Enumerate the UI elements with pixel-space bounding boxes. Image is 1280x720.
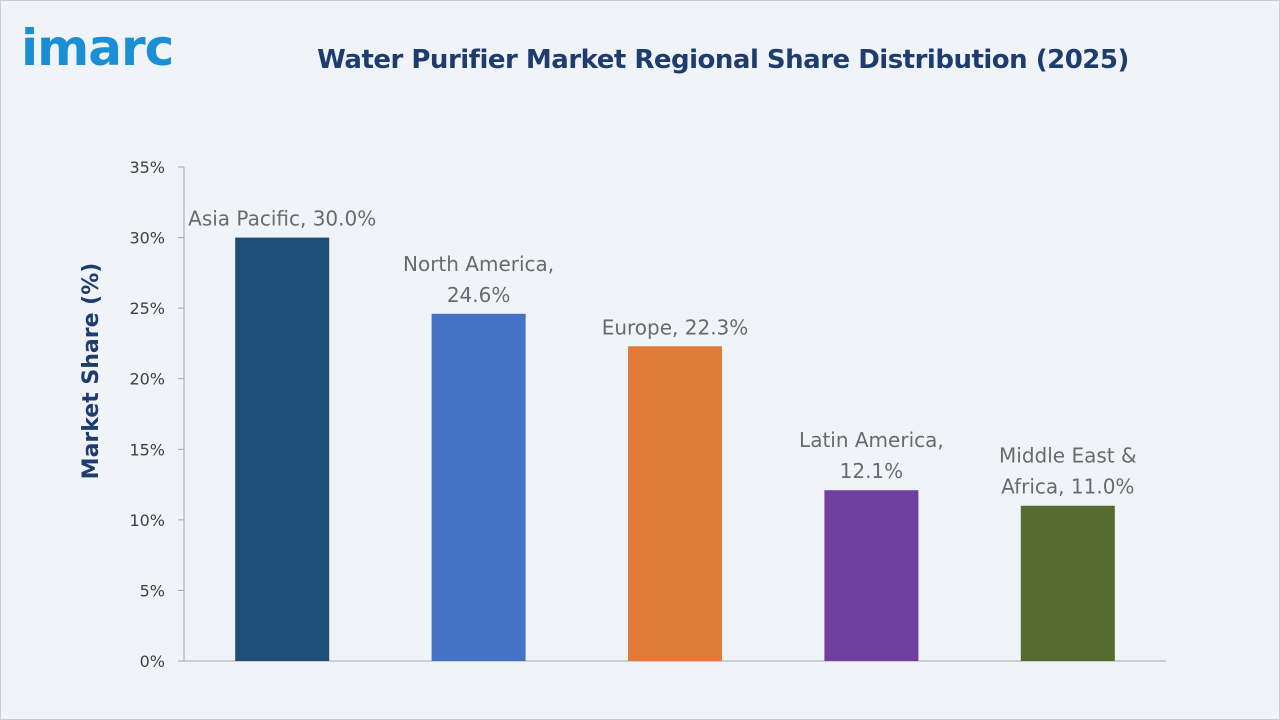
- y-axis: 0% 5% 10% 15% 20% 25% 30% 35%: [129, 158, 1166, 671]
- bar-data-label: Europe, 22.3%: [602, 315, 749, 339]
- bar: [431, 313, 526, 661]
- bar-data-label: Latin America,: [799, 428, 944, 452]
- y-tick-label: 30%: [129, 229, 165, 248]
- y-tick-label: 5%: [140, 581, 165, 600]
- y-tick-label: 15%: [129, 440, 165, 459]
- bar: [1020, 505, 1115, 661]
- bar-data-label: 24.6%: [447, 283, 511, 307]
- bar-data-label: Middle East &: [999, 444, 1137, 468]
- bar: [235, 237, 330, 662]
- bar-data-label: North America,: [403, 252, 554, 276]
- imarc-logo: imarc: [21, 19, 174, 77]
- y-tick-label: 35%: [129, 158, 165, 177]
- bar-data-label: Africa, 11.0%: [1001, 475, 1134, 499]
- y-tick-label: 10%: [129, 511, 165, 530]
- chart-title: Water Purifier Market Regional Share Dis…: [317, 45, 1129, 75]
- bar-data-label: Asia Pacific, 30.0%: [188, 207, 376, 231]
- bar: [824, 490, 919, 661]
- y-tick-label: 20%: [129, 370, 165, 389]
- bars: [235, 237, 1115, 662]
- y-tick-label: 0%: [140, 652, 165, 671]
- y-axis-title: Market Share (%): [79, 263, 104, 480]
- bar: [628, 346, 722, 661]
- bar-data-label: 12.1%: [840, 459, 904, 483]
- data-labels: Asia Pacific, 30.0% North America, 24.6% Eu…: [188, 207, 1136, 499]
- y-tick-label: 25%: [129, 299, 165, 318]
